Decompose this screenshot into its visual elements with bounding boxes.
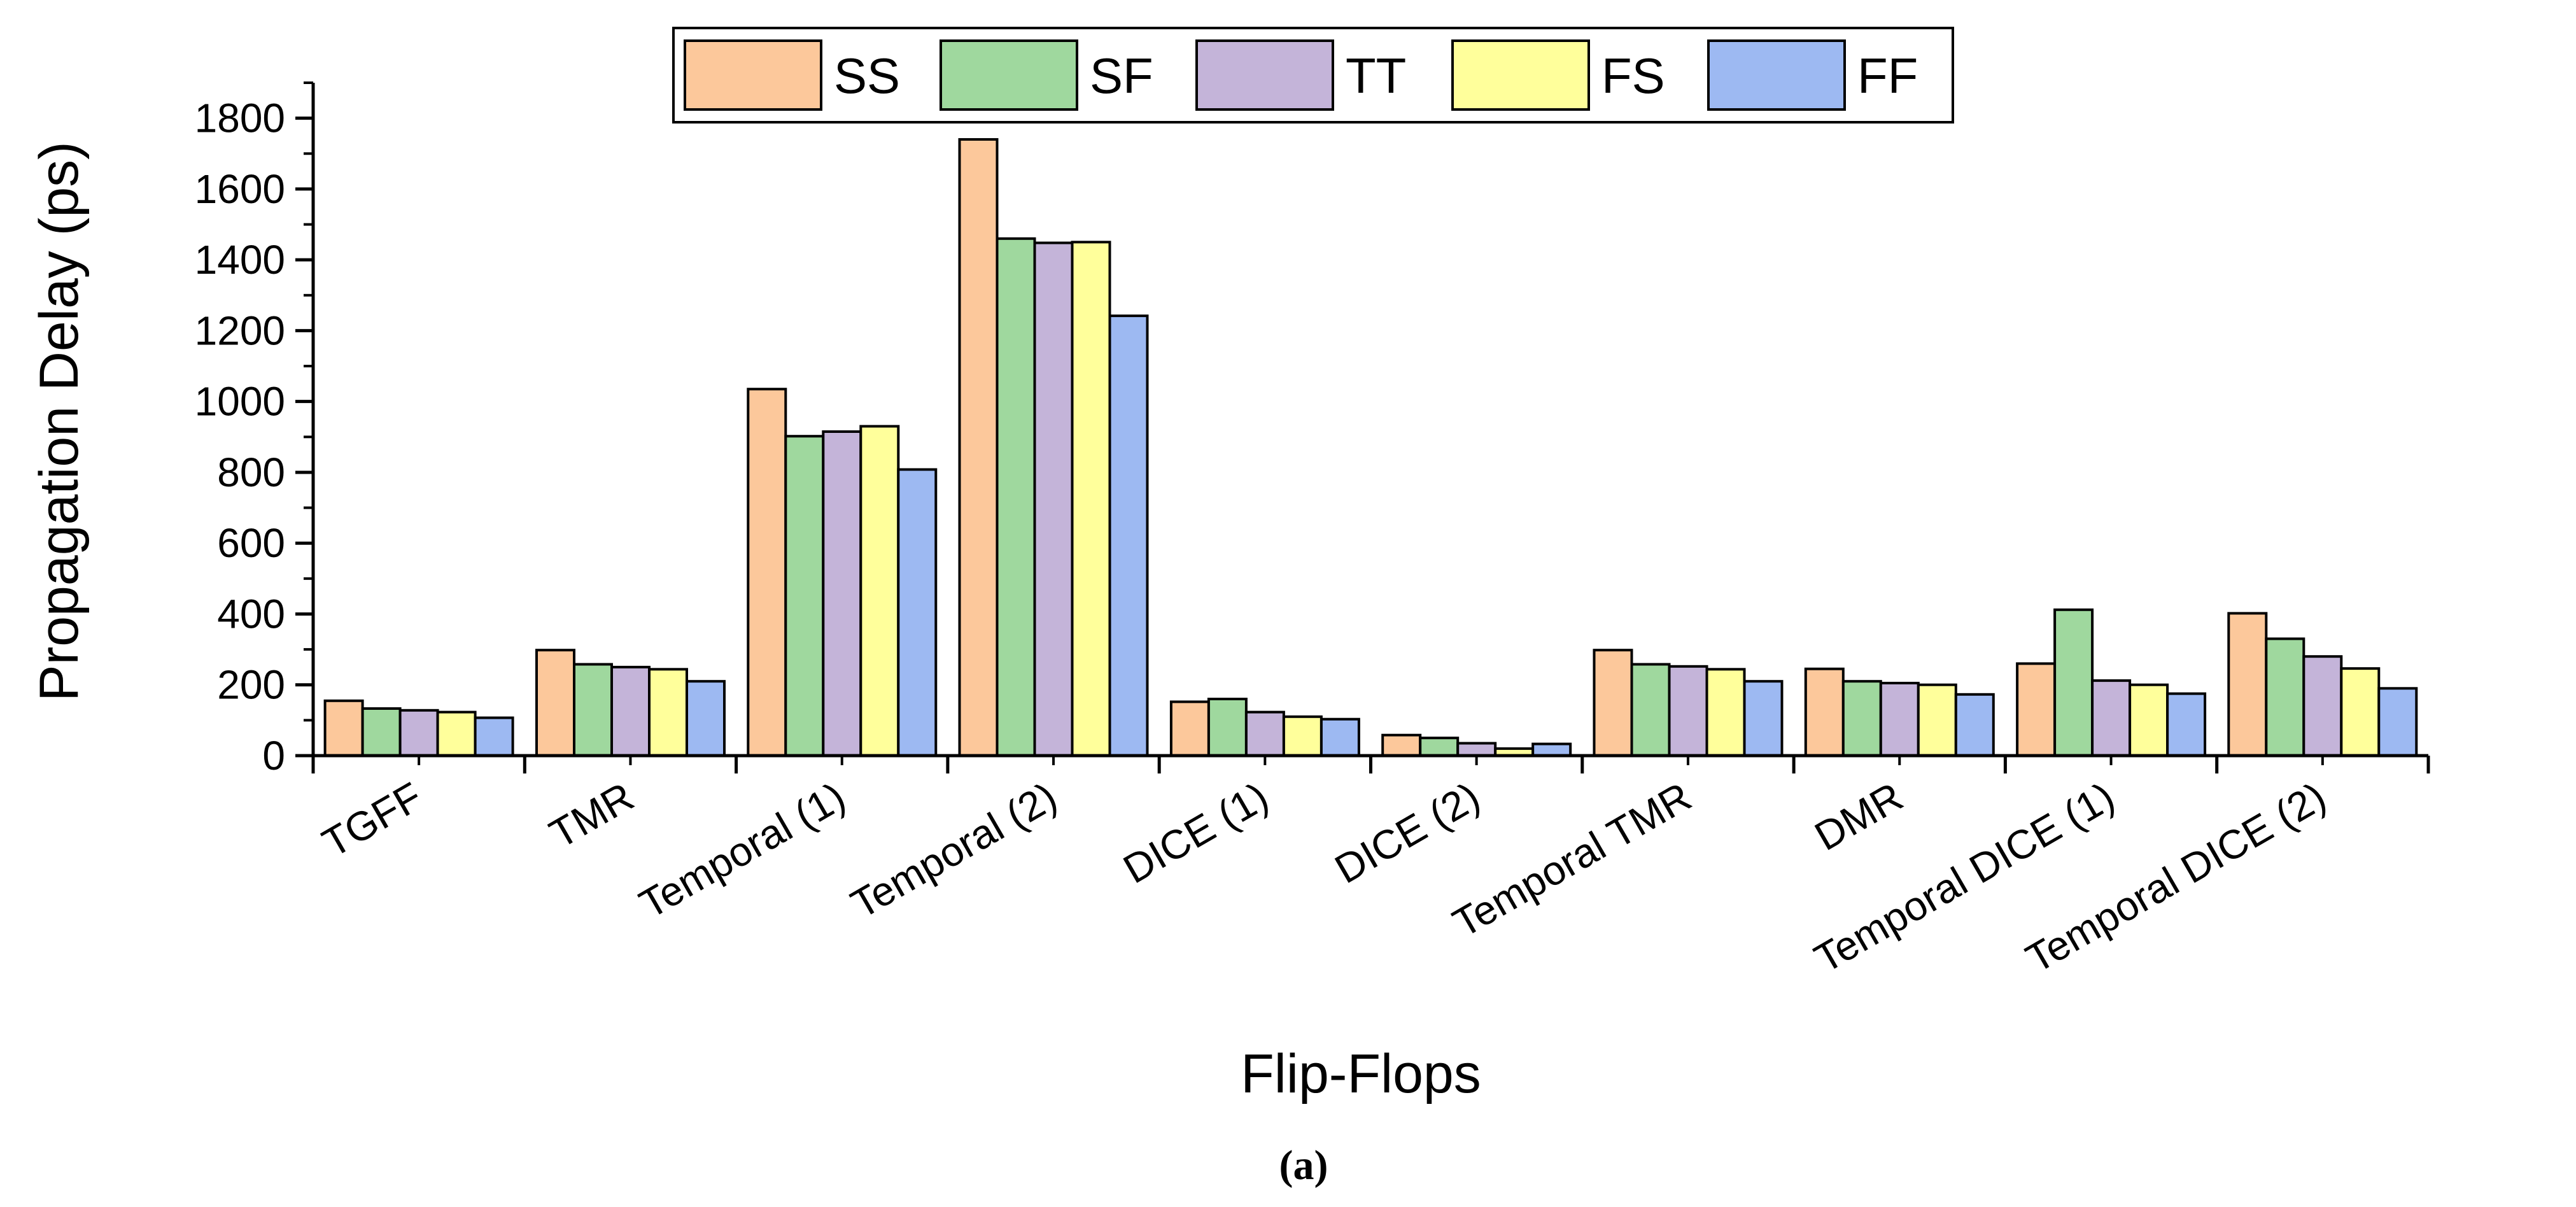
bar-ss-3 [958,138,999,757]
legend: SS SF TT FS FF [672,27,1954,124]
bar-ff-9 [2377,687,2418,758]
bar-fs-1 [648,668,688,758]
x-tick-label: DICE (1) [1116,773,1276,893]
x-tick-label: Temporal (2) [843,773,1064,928]
bar-ff-1 [686,680,726,757]
x-tick-label: DMR [1807,773,1910,859]
bar-ff-5 [1531,742,1572,757]
y-tick-label: 1200 [195,307,285,353]
bar-ff-2 [897,468,938,757]
y-tick-label: 1400 [195,237,285,283]
bar-tt-0 [398,709,439,758]
bar-sf-9 [2265,637,2305,758]
legend-swatch-sf [940,39,1078,111]
bar-sf-8 [2053,608,2094,757]
y-tick-label: 400 [217,591,285,637]
legend-label-ss: SS [834,48,900,104]
bar-sf-6 [1630,663,1671,757]
bar-fs-3 [1071,241,1111,757]
bar-tt-9 [2302,655,2343,757]
bar-fs-7 [1917,683,1957,757]
bar-ff-3 [1108,314,1149,758]
bar-ss-1 [535,649,575,758]
bar-ss-2 [747,388,787,757]
figure-caption: (a) [1279,1142,1328,1189]
bar-ss-6 [1593,649,1633,758]
bar-ss-5 [1381,733,1422,757]
bar-ff-7 [1954,693,1995,758]
bar-sf-2 [784,435,825,757]
x-tick-label: TGFF [314,773,430,866]
bar-tt-5 [1456,742,1497,757]
bar-ss-9 [2227,612,2268,758]
bar-fs-4 [1282,715,1323,758]
bar-fs-9 [2340,667,2381,757]
legend-label-tt: TT [1346,48,1406,104]
bar-sf-1 [573,663,613,757]
y-axis-title: Propagation Delay (ps) [29,141,90,702]
legend-swatch-fs [1451,39,1590,111]
bar-sf-5 [1419,737,1460,757]
bar-fs-6 [1705,668,1746,758]
bar-ss-4 [1169,700,1210,758]
bar-ff-0 [474,716,514,757]
y-tick-label: 0 [262,733,285,779]
bar-ff-8 [2166,692,2207,757]
y-axis: 0 200 400 600 800 1000 1200 1400 1600 1800 [195,81,315,779]
legend-label-sf: SF [1090,48,1153,104]
y-tick-label: 1800 [195,95,285,141]
y-tick-label: 1600 [195,166,285,212]
bar-ss-7 [1804,667,1845,757]
bar-sf-3 [996,237,1036,757]
bar-ss-0 [323,699,364,758]
x-tick-label: Temporal (1) [632,773,853,928]
bar-fs-2 [859,425,900,757]
bar-ss-8 [2016,662,2057,758]
bar-tt-6 [1668,665,1708,758]
bar-ff-4 [1320,717,1360,757]
bar-tt-8 [2091,679,2132,757]
bar-sf-4 [1207,698,1248,757]
x-tick-label: Temporal TMR [1446,773,1699,947]
legend-swatch-tt [1195,39,1334,111]
bar-sf-7 [1841,680,1882,757]
y-tick-label: 200 [217,662,285,708]
bar-tt-3 [1033,241,1074,757]
x-tick-label: DICE (2) [1327,773,1488,893]
x-tick-label: TMR [542,773,641,858]
y-tick-label: 600 [217,520,285,566]
bar-tt-1 [610,665,651,758]
bar-tt-7 [1879,682,1920,757]
legend-label-fs: FS [1601,48,1665,104]
bar-tt-2 [822,430,862,757]
bar-tt-4 [1244,710,1285,757]
y-tick-label: 1000 [195,379,285,425]
bar-ff-6 [1743,680,1784,757]
legend-swatch-ff [1707,39,1846,111]
x-axis-title: Flip-Flops [1241,1043,1481,1105]
bars [323,138,2418,758]
y-tick-label: 800 [217,449,285,495]
legend-label-ff: FF [1857,48,1918,104]
legend-swatch-ss [684,39,822,111]
bar-sf-0 [361,707,402,757]
bar-fs-8 [2129,683,2169,757]
bar-fs-0 [436,710,477,757]
